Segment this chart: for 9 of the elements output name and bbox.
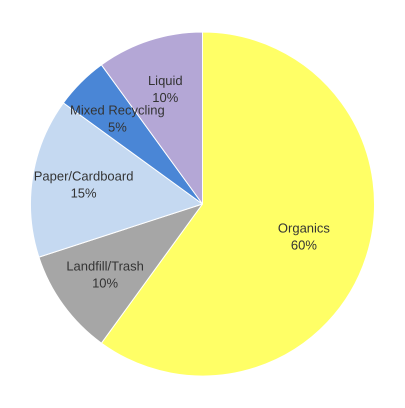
slice-label: Organics [278,220,330,236]
data-label: 15% [70,186,98,201]
data-label: 10% [92,275,119,290]
data-label: 10% [152,90,179,106]
data-label: 60% [290,238,318,253]
slice-label: Landfill/Trash [66,258,144,274]
slice-label: Paper/Cardboard [34,168,134,184]
data-label: 5% [108,119,128,134]
slice-label: Liquid [148,73,183,88]
